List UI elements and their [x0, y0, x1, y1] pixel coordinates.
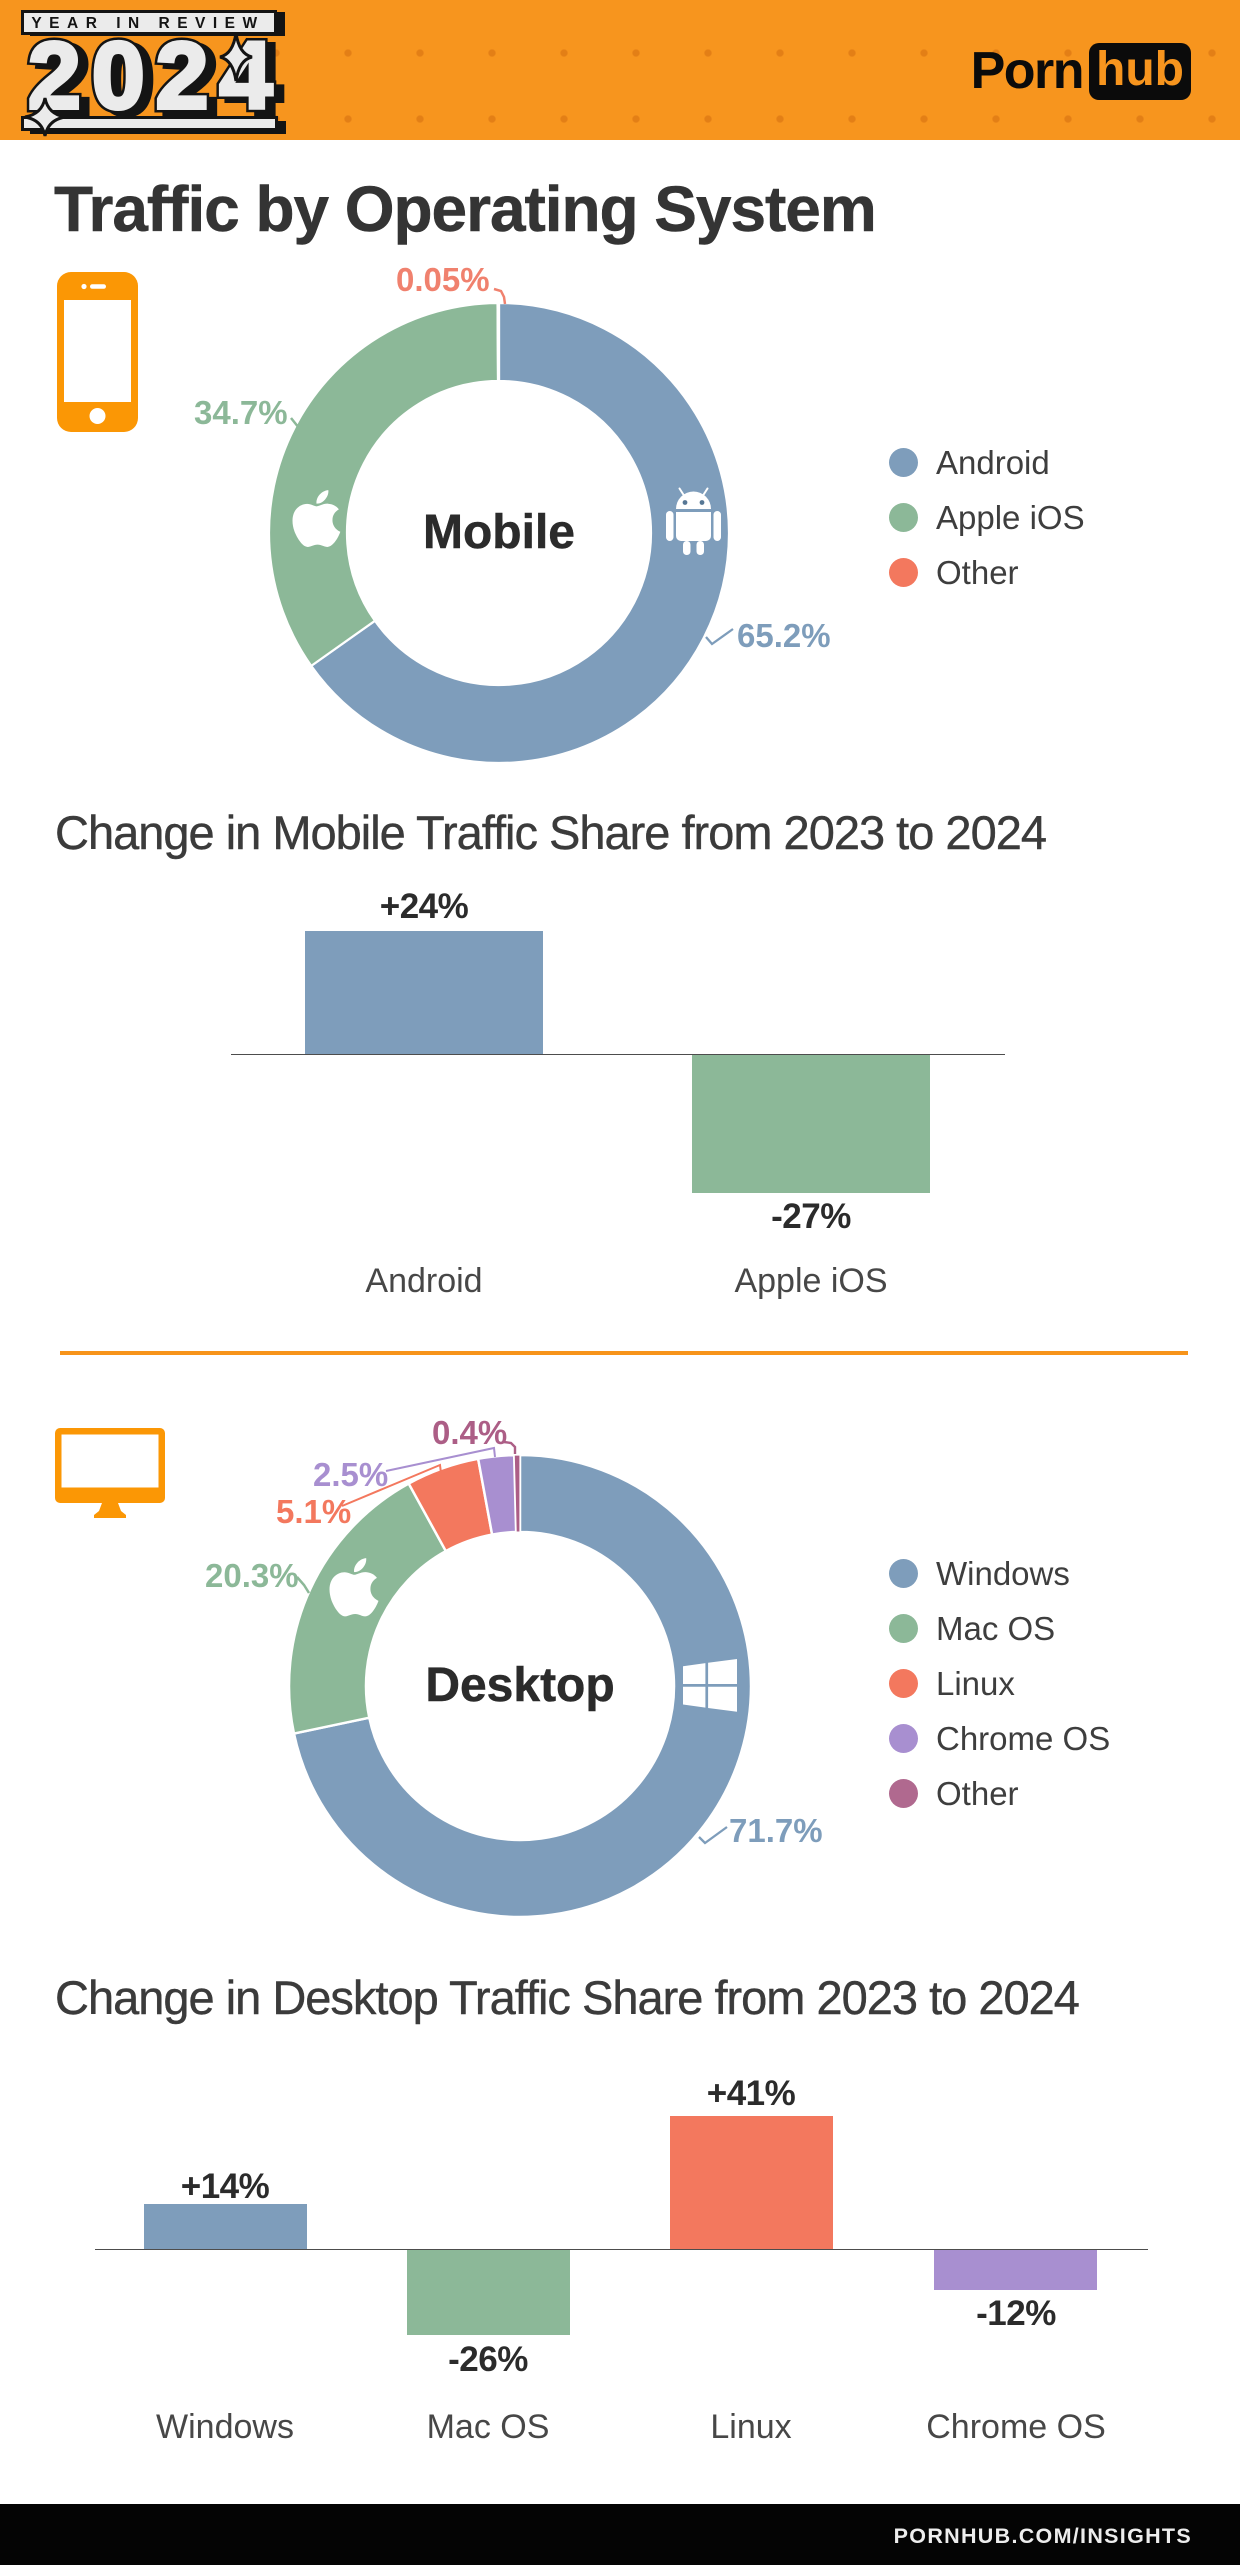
svg-text:2024: 2024	[28, 23, 283, 129]
svg-text:YEAR IN REVIEW: YEAR IN REVIEW	[31, 15, 264, 32]
svg-text:2024: 2024	[36, 27, 291, 133]
